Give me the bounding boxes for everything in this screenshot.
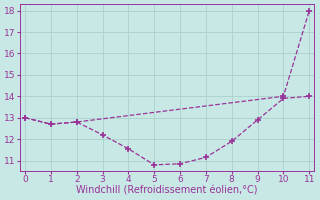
X-axis label: Windchill (Refroidissement éolien,°C): Windchill (Refroidissement éolien,°C) [76,186,258,196]
